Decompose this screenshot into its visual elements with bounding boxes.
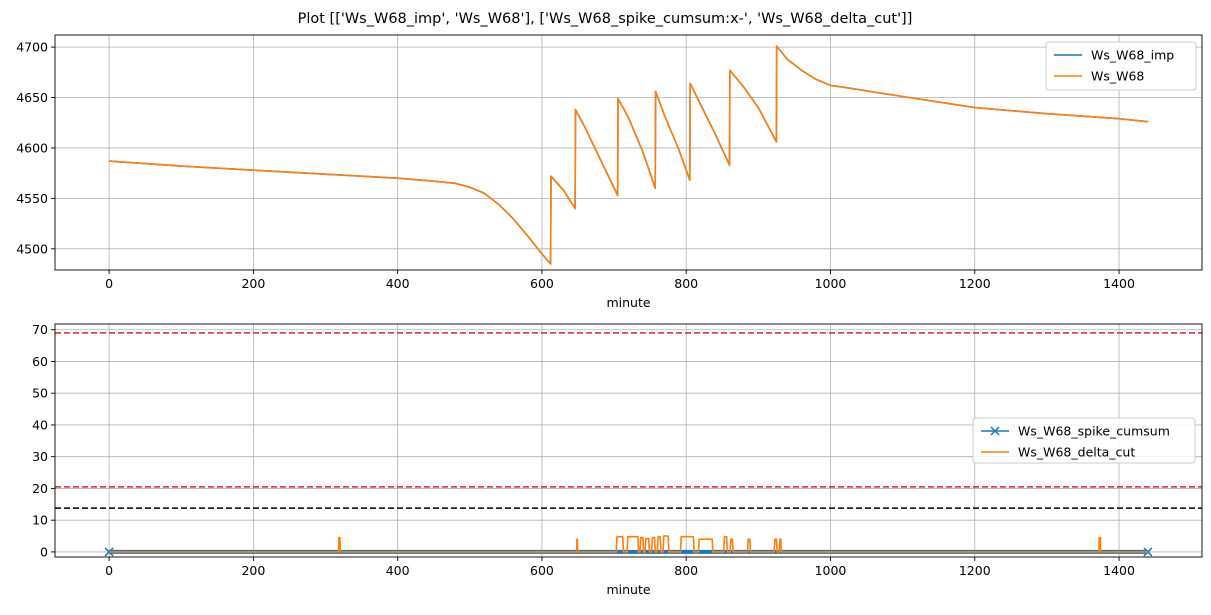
y-tick-label: 4500: [16, 241, 48, 256]
axes-frame: [54, 34, 1203, 271]
x-tick-label: 0: [105, 563, 113, 578]
series-line-Ws_W68_imp: [109, 45, 1148, 265]
y-tick-label: 70: [32, 322, 48, 337]
x-tick-label: 200: [241, 563, 265, 578]
y-tick-label: 30: [32, 449, 48, 464]
x-tick-label: 1400: [1103, 563, 1135, 578]
legend-label: Ws_W68_imp: [1091, 48, 1174, 63]
y-tick-label: 4550: [16, 191, 48, 206]
series-line-Ws_W68: [109, 45, 1148, 265]
legend-label: Ws_W68_spike_cumsum: [1018, 424, 1170, 439]
x-tick-label: 1200: [959, 563, 991, 578]
y-tick-label: 50: [32, 386, 48, 401]
legend: Ws_W68_imp Ws_W68: [1045, 41, 1197, 91]
y-tick-label: 4600: [16, 140, 48, 155]
x-tick-label: 600: [530, 563, 554, 578]
x-axis-label: minute: [606, 582, 650, 597]
y-tick-label: 4700: [16, 40, 48, 55]
y-tick-label: 60: [32, 354, 48, 369]
axes-2: 0 200 400 600 800 1000 1200 1400 0 10 20 30 40 50 60 70…: [32, 322, 1203, 597]
axes-1: 0 200 400 600 800 1000 1200 1400 4500 4550 4600 465…: [16, 34, 1203, 310]
y-tick-label: 0: [40, 544, 48, 559]
x-tick-label: 0: [105, 276, 113, 291]
y-tick-label: 20: [32, 481, 48, 496]
x-axis-label: minute: [606, 295, 650, 310]
x-tick-label: 1400: [1103, 276, 1135, 291]
y-tick-label: 4650: [16, 90, 48, 105]
legend-label: Ws_W68_delta_cut: [1018, 445, 1135, 460]
x-tick-label: 800: [674, 276, 698, 291]
y-tick-label: 40: [32, 417, 48, 432]
legend: Ws_W68_spike_cumsum Ws_W68_delta_cut: [972, 417, 1196, 464]
series-line-Ws_W68_delta_cut: [109, 535, 1148, 553]
legend-frame: [972, 417, 1196, 464]
x-tick-label: 600: [530, 276, 554, 291]
legend-marker: [990, 426, 1000, 436]
legend-frame: [1045, 41, 1197, 91]
figure-title: Plot [['Ws_W68_imp', 'Ws_W68'], ['Ws_W68…: [298, 11, 913, 27]
plot-area: [104, 535, 1153, 557]
x-tick-label: 1000: [815, 276, 847, 291]
axes-frame: [54, 323, 1203, 558]
x-tick-label: 400: [386, 276, 410, 291]
x-tick-label: 400: [386, 563, 410, 578]
plot-area: [109, 45, 1148, 265]
legend-label: Ws_W68: [1091, 69, 1144, 84]
y-tick-label: 10: [32, 513, 48, 528]
x-tick-label: 1200: [959, 276, 991, 291]
x-tick-label: 800: [674, 563, 698, 578]
x-tick-label: 200: [241, 276, 265, 291]
x-tick-label: 1000: [815, 563, 847, 578]
